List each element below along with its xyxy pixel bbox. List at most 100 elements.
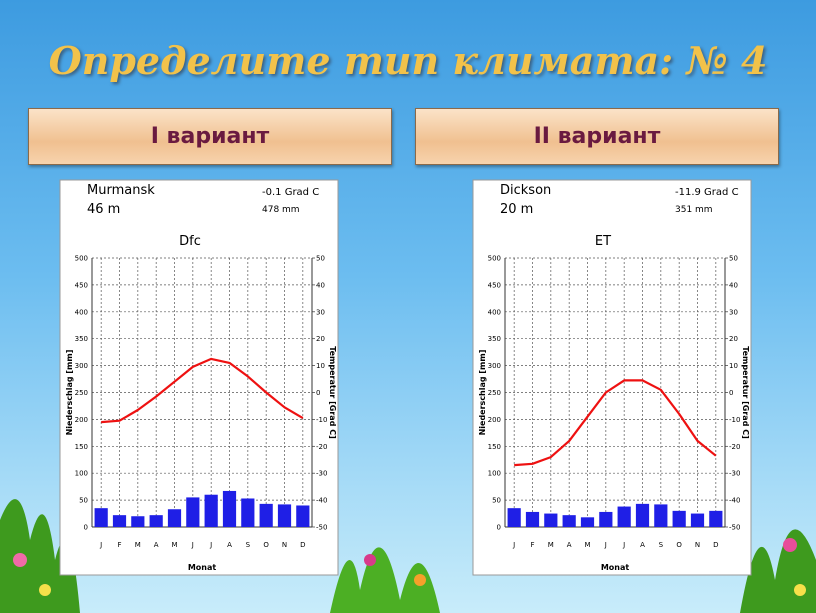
- y-axis-label: Niederschlag [mm]: [65, 350, 74, 436]
- y-tick-label: 150: [75, 443, 88, 451]
- y-tick-label: 0: [497, 524, 501, 532]
- y2-tick-label: -40: [316, 497, 327, 505]
- y2-tick-label: 0: [729, 389, 733, 397]
- y2-axis-label: Temperatur [Grad C]: [328, 346, 337, 439]
- x-tick-label: F: [117, 541, 121, 549]
- bar: [259, 503, 273, 527]
- y-tick-label: 200: [488, 416, 501, 424]
- x-tick-label: J: [512, 541, 515, 549]
- x-tick-label: J: [604, 541, 607, 549]
- y-tick-label: 500: [488, 255, 501, 263]
- x-tick-label: O: [263, 541, 269, 549]
- y-tick-label: 100: [488, 470, 501, 478]
- y-tick-label: 350: [488, 335, 501, 343]
- y2-tick-label: 20: [316, 335, 325, 343]
- y2-tick-label: 0: [316, 389, 320, 397]
- bar: [580, 517, 595, 527]
- station-elevation: 46 m: [87, 202, 120, 217]
- y-axis-label: Niederschlag [mm]: [478, 350, 487, 436]
- y2-tick-label: 30: [316, 308, 325, 316]
- x-tick-label: J: [209, 541, 212, 549]
- y-tick-label: 400: [75, 308, 88, 316]
- y-tick-label: 0: [84, 524, 88, 532]
- y-tick-label: 100: [75, 470, 88, 478]
- bar: [507, 508, 521, 527]
- bar: [709, 510, 723, 527]
- x-tick-label: O: [676, 541, 682, 549]
- x-tick-label: S: [659, 541, 664, 549]
- y2-tick-label: 50: [316, 255, 325, 263]
- y2-tick-label: 40: [729, 281, 738, 289]
- y2-tick-label: -30: [316, 470, 327, 478]
- x-tick-label: N: [282, 541, 287, 549]
- bar: [599, 511, 613, 527]
- variant-box: I вариант: [28, 108, 392, 165]
- bar: [241, 498, 255, 527]
- bar: [562, 515, 576, 527]
- x-tick-label: J: [191, 541, 194, 549]
- y-tick-label: 300: [488, 362, 501, 370]
- y-tick-label: 350: [75, 335, 88, 343]
- bar: [94, 508, 108, 527]
- y2-tick-label: -20: [729, 443, 740, 451]
- x-tick-label: S: [246, 541, 251, 549]
- y2-tick-label: 40: [316, 281, 325, 289]
- y-tick-label: 50: [492, 497, 501, 505]
- annotation: 351 mm: [675, 205, 713, 215]
- x-tick-label: M: [135, 541, 141, 549]
- x-tick-label: N: [695, 541, 700, 549]
- y2-tick-label: -40: [729, 497, 740, 505]
- station-elevation: 20 m: [500, 202, 533, 217]
- annotation: 478 mm: [262, 205, 300, 215]
- x-tick-label: M: [548, 541, 554, 549]
- x-tick-label: A: [640, 541, 645, 549]
- bar: [277, 504, 292, 527]
- y-tick-label: 500: [75, 255, 88, 263]
- temperature-line: [514, 379, 717, 467]
- x-tick-label: A: [567, 541, 572, 549]
- y-tick-label: 200: [75, 416, 88, 424]
- bar: [525, 511, 540, 527]
- annotation: -11.9 Grad C: [675, 187, 739, 198]
- y2-tick-label: 10: [729, 362, 738, 370]
- bar: [204, 494, 218, 527]
- y-tick-label: 250: [488, 389, 501, 397]
- y-tick-label: 300: [75, 362, 88, 370]
- station-name: Dickson: [500, 183, 551, 198]
- slide-title: Определите тип климата: № 4: [48, 38, 768, 83]
- bar: [544, 513, 558, 527]
- bar: [167, 509, 182, 527]
- y2-tick-label: 50: [729, 255, 738, 263]
- y2-tick-label: -20: [316, 443, 327, 451]
- bar: [112, 515, 127, 527]
- y-tick-label: 50: [79, 497, 88, 505]
- y2-tick-label: -50: [729, 524, 740, 532]
- y2-tick-label: -10: [729, 416, 740, 424]
- bar: [617, 506, 631, 527]
- y-tick-label: 450: [488, 281, 501, 289]
- x-tick-label: F: [530, 541, 534, 549]
- climate-type: Dfc: [179, 234, 201, 249]
- y2-tick-label: 20: [729, 335, 738, 343]
- x-tick-label: M: [584, 541, 590, 549]
- bar: [222, 490, 237, 527]
- x-tick-label: A: [154, 541, 159, 549]
- climate-type: ET: [595, 234, 611, 249]
- variant-box: II вариант: [415, 108, 779, 165]
- bar: [131, 516, 145, 527]
- x-tick-label: M: [171, 541, 177, 549]
- bar: [635, 503, 650, 527]
- x-tick-label: D: [713, 541, 718, 549]
- y-tick-label: 400: [488, 308, 501, 316]
- y2-tick-label: -10: [316, 416, 327, 424]
- y-tick-label: 450: [75, 281, 88, 289]
- y2-axis-label: Temperatur [Grad C]: [741, 346, 750, 439]
- bar: [149, 515, 163, 527]
- y2-tick-label: 30: [729, 308, 738, 316]
- bar: [654, 504, 668, 527]
- bar: [690, 513, 705, 527]
- y-tick-label: 250: [75, 389, 88, 397]
